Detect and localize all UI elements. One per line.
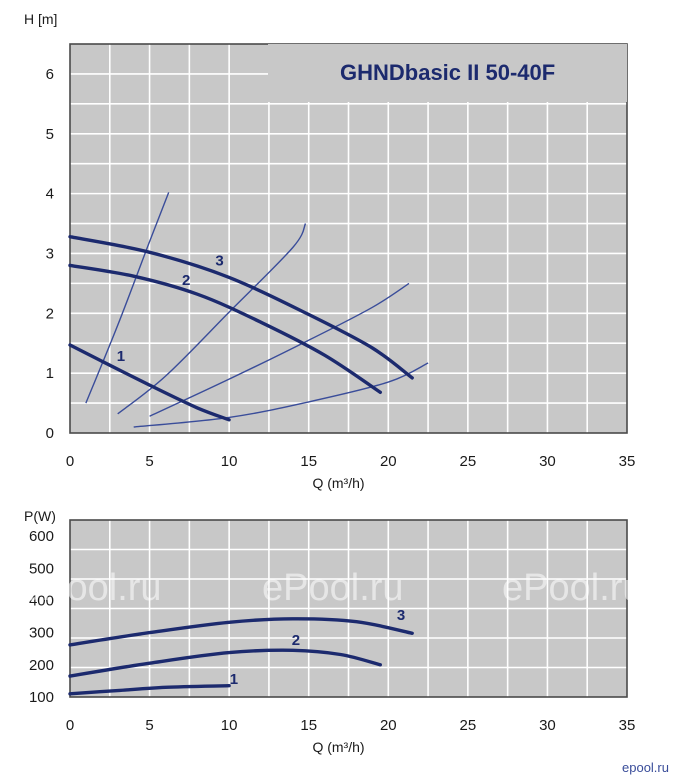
head-x-tick-label: 10 — [221, 453, 238, 470]
power-curve-1 — [68, 684, 231, 696]
model-title-suffix: II 50-40F — [461, 60, 555, 85]
power-x-tick-label: 35 — [619, 717, 636, 734]
model-title: GHNDbasic II 50-40F — [340, 60, 555, 85]
head-y-tick-label: 6 — [46, 66, 54, 83]
power-y-tick-label: 500 — [29, 560, 54, 577]
head-x-tick-label: 0 — [66, 453, 74, 470]
corner-logo: epool.ru — [622, 760, 669, 775]
power-frame — [69, 519, 628, 698]
model-title-main: GHNDbasic — [340, 60, 461, 85]
head-y-tick-label: 5 — [46, 126, 54, 143]
power-x-tick-label: 15 — [300, 717, 317, 734]
head-x-tick-label: 5 — [145, 453, 153, 470]
power-x-tick-label: 25 — [460, 717, 477, 734]
head-y-tick-label: 4 — [46, 186, 54, 203]
power-curve-label-3: 3 — [397, 607, 405, 624]
head-y-tick-label: 3 — [46, 245, 54, 262]
power-curve-label-2: 2 — [292, 632, 300, 649]
head-curve-2 — [68, 263, 382, 394]
head-y-tick-label: 0 — [46, 425, 54, 442]
power-y-tick-label: 600 — [29, 528, 54, 545]
watermark-left: ePool.ru — [20, 567, 162, 609]
power-x-tick-label: 0 — [66, 717, 74, 734]
head-system-curve-3 — [149, 282, 410, 417]
power-y-tick-label: 100 — [29, 689, 54, 706]
head-y-tick-label: 1 — [46, 365, 54, 382]
head-x-tick-label: 35 — [619, 453, 636, 470]
head-y-axis-title: H [m] — [24, 11, 57, 27]
head-system-curve-4 — [133, 362, 429, 428]
head-system-curve-1 — [85, 192, 170, 404]
power-x-tick-label: 20 — [380, 717, 397, 734]
head-x-tick-label: 25 — [460, 453, 477, 470]
model-title-background — [268, 44, 627, 102]
power-x-axis-title: Q (m³/h) — [312, 739, 364, 755]
head-curve-label-1: 1 — [117, 348, 125, 365]
watermark-right: ePool.ru — [502, 567, 644, 609]
head-x-tick-label: 15 — [300, 453, 317, 470]
power-x-tick-label: 5 — [145, 717, 153, 734]
power-x-tick-label: 10 — [221, 717, 238, 734]
head-x-tick-label: 20 — [380, 453, 397, 470]
head-curve-label-3: 3 — [215, 252, 223, 269]
power-y-tick-label: 200 — [29, 657, 54, 674]
head-y-tick-label: 2 — [46, 305, 54, 322]
power-x-tick-label: 30 — [539, 717, 556, 734]
head-curve-3 — [68, 235, 414, 380]
watermark-center: ePool.ru — [262, 567, 404, 609]
power-curve-2 — [68, 648, 382, 678]
power-y-tick-label: 300 — [29, 625, 54, 642]
head-x-axis-title: Q (m³/h) — [312, 475, 364, 491]
power-curve-label-1: 1 — [230, 671, 238, 688]
power-y-axis-title: P(W) — [24, 508, 56, 524]
head-curve-1 — [68, 343, 231, 422]
power-y-tick-label: 400 — [29, 592, 54, 609]
head-curve-label-2: 2 — [182, 272, 190, 289]
head-x-tick-label: 30 — [539, 453, 556, 470]
power-curve-3 — [68, 617, 414, 647]
